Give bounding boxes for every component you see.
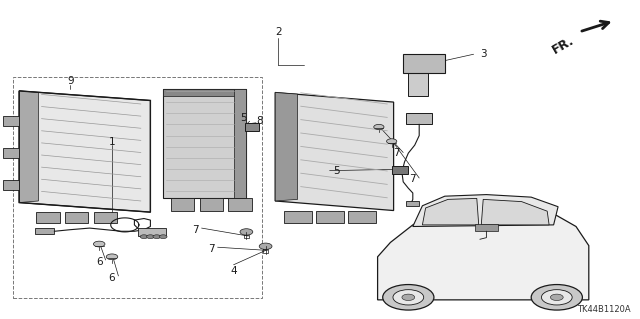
Text: TK44B1120A: TK44B1120A: [577, 305, 630, 314]
Circle shape: [550, 294, 563, 300]
Circle shape: [402, 294, 415, 300]
Polygon shape: [3, 180, 19, 190]
Circle shape: [106, 254, 118, 260]
Text: 8: 8: [256, 116, 262, 126]
Polygon shape: [3, 148, 19, 158]
Polygon shape: [138, 228, 166, 236]
Polygon shape: [65, 212, 88, 223]
Text: 6: 6: [96, 256, 102, 267]
Polygon shape: [94, 212, 117, 223]
Text: 7: 7: [192, 225, 198, 235]
Polygon shape: [163, 89, 246, 198]
Circle shape: [531, 285, 582, 310]
Polygon shape: [284, 211, 312, 223]
Circle shape: [159, 235, 167, 239]
Circle shape: [240, 229, 253, 235]
Polygon shape: [35, 228, 54, 234]
Polygon shape: [200, 198, 223, 211]
Polygon shape: [275, 93, 298, 201]
Text: 7: 7: [394, 148, 400, 158]
Circle shape: [387, 139, 397, 144]
Circle shape: [259, 243, 272, 249]
Polygon shape: [348, 211, 376, 223]
Text: 2: 2: [275, 27, 282, 37]
Text: 9: 9: [67, 76, 74, 86]
Text: 5: 5: [240, 113, 246, 123]
Text: 1: 1: [109, 137, 115, 147]
Text: FR.: FR.: [550, 33, 576, 56]
Circle shape: [93, 241, 105, 247]
Text: 7: 7: [410, 174, 416, 184]
Polygon shape: [36, 212, 60, 223]
Polygon shape: [406, 113, 432, 124]
Polygon shape: [171, 198, 194, 211]
Polygon shape: [19, 91, 150, 212]
Polygon shape: [403, 54, 445, 73]
Circle shape: [140, 235, 148, 239]
Text: 7: 7: [208, 244, 214, 254]
Circle shape: [374, 124, 384, 130]
Polygon shape: [406, 201, 419, 206]
Polygon shape: [245, 123, 259, 131]
Polygon shape: [481, 199, 549, 225]
Circle shape: [393, 290, 424, 305]
Text: 3: 3: [480, 49, 486, 59]
Polygon shape: [392, 166, 408, 174]
Circle shape: [153, 235, 161, 239]
Polygon shape: [228, 198, 252, 211]
Polygon shape: [413, 195, 558, 226]
Polygon shape: [422, 198, 479, 225]
Polygon shape: [275, 93, 394, 211]
Circle shape: [383, 285, 434, 310]
Circle shape: [541, 290, 572, 305]
Text: 6: 6: [109, 272, 115, 283]
Text: 4: 4: [230, 266, 237, 276]
Polygon shape: [234, 89, 246, 198]
Polygon shape: [408, 72, 428, 96]
Polygon shape: [19, 91, 38, 203]
Polygon shape: [475, 224, 498, 231]
Polygon shape: [378, 206, 589, 300]
Text: 5: 5: [333, 166, 339, 176]
Polygon shape: [3, 116, 19, 126]
Circle shape: [147, 235, 154, 239]
Polygon shape: [316, 211, 344, 223]
Polygon shape: [163, 89, 246, 96]
